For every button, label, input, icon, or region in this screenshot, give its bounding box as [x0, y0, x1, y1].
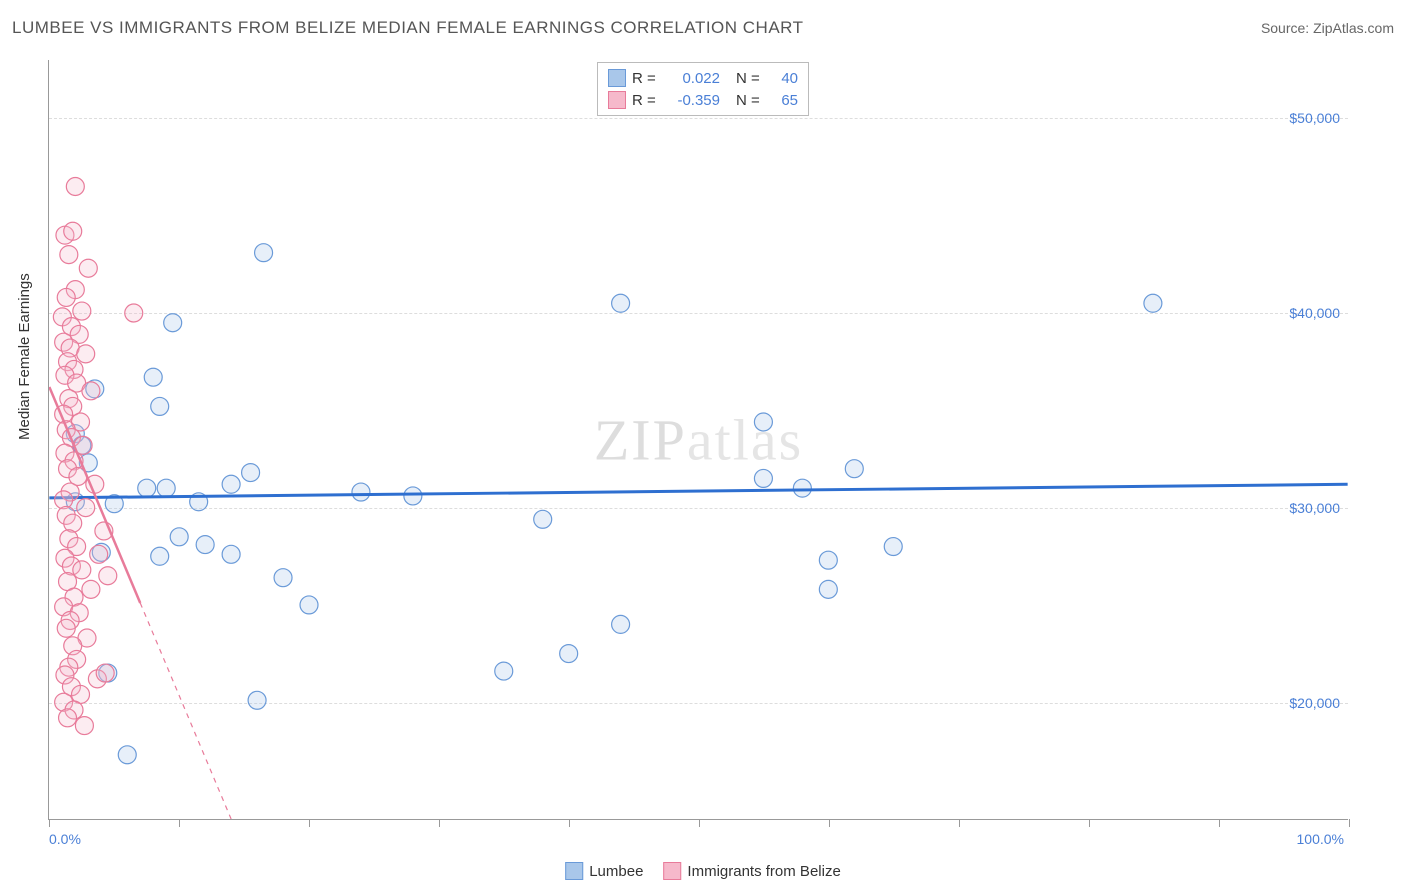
data-point [248, 691, 266, 709]
data-point [1144, 294, 1162, 312]
data-point [404, 487, 422, 505]
data-point [170, 528, 188, 546]
data-point [164, 314, 182, 332]
legend-n-value: 65 [768, 92, 798, 109]
plot-svg [49, 60, 1348, 819]
legend-stats: R = 0.022 N = 40 R = -0.359 N = 65 [597, 62, 809, 116]
data-point [118, 746, 136, 764]
legend-r-label: R = [632, 92, 658, 109]
data-point [125, 304, 143, 322]
data-point [222, 475, 240, 493]
legend-swatch [608, 91, 626, 109]
data-point [60, 246, 78, 264]
data-point [77, 345, 95, 363]
data-point [612, 294, 630, 312]
x-tick [569, 819, 570, 827]
data-point [144, 368, 162, 386]
data-point [75, 717, 93, 735]
data-point [66, 178, 84, 196]
data-point [300, 596, 318, 614]
legend-series-item: Lumbee [565, 862, 643, 880]
legend-swatch [608, 69, 626, 87]
x-tick [439, 819, 440, 827]
title-bar: LUMBEE VS IMMIGRANTS FROM BELIZE MEDIAN … [12, 18, 1394, 38]
chart-title: LUMBEE VS IMMIGRANTS FROM BELIZE MEDIAN … [12, 18, 804, 38]
data-point [55, 491, 73, 509]
x-tick [829, 819, 830, 827]
data-point [255, 244, 273, 262]
x-tick [959, 819, 960, 827]
x-tick [1089, 819, 1090, 827]
x-tick-label: 0.0% [49, 831, 81, 847]
legend-n-value: 40 [768, 70, 798, 87]
source-attribution: Source: ZipAtlas.com [1261, 20, 1394, 36]
data-point [495, 662, 513, 680]
data-point [90, 545, 108, 563]
data-point [819, 551, 837, 569]
legend-series: Lumbee Immigrants from Belize [565, 862, 841, 880]
x-tick [49, 819, 50, 827]
legend-swatch [565, 862, 583, 880]
data-point [612, 615, 630, 633]
data-point [222, 545, 240, 563]
data-point [352, 483, 370, 501]
legend-stats-row: R = -0.359 N = 65 [608, 89, 798, 111]
data-point [793, 479, 811, 497]
x-tick-label: 100.0% [1297, 831, 1344, 847]
regression-line-extrapolated [140, 603, 231, 819]
data-point [754, 413, 772, 431]
data-point [819, 580, 837, 598]
legend-stats-row: R = 0.022 N = 40 [608, 67, 798, 89]
x-tick [309, 819, 310, 827]
data-point [64, 222, 82, 240]
legend-series-item: Immigrants from Belize [663, 862, 840, 880]
data-point [884, 538, 902, 556]
data-point [274, 569, 292, 587]
data-point [82, 382, 100, 400]
data-point [754, 469, 772, 487]
data-point [196, 536, 214, 554]
legend-n-label: N = [736, 92, 762, 109]
data-point [73, 561, 91, 579]
data-point [560, 645, 578, 663]
legend-swatch [663, 862, 681, 880]
data-point [59, 709, 77, 727]
legend-n-label: N = [736, 70, 762, 87]
x-tick [179, 819, 180, 827]
x-tick [1349, 819, 1350, 827]
y-axis-title: Median Female Earnings [16, 273, 33, 440]
source-prefix: Source: [1261, 20, 1313, 36]
legend-series-label: Immigrants from Belize [687, 863, 840, 880]
legend-r-value: -0.359 [664, 92, 720, 109]
source-name: ZipAtlas.com [1313, 20, 1394, 36]
data-point [77, 499, 95, 517]
data-point [138, 479, 156, 497]
data-point [57, 288, 75, 306]
data-point [157, 479, 175, 497]
data-point [534, 510, 552, 528]
plot-area: ZIPatlas $20,000$30,000$40,000$50,0000.0… [48, 60, 1348, 820]
data-point [73, 302, 91, 320]
data-point [96, 664, 114, 682]
x-tick [1219, 819, 1220, 827]
legend-r-label: R = [632, 70, 658, 87]
legend-series-label: Lumbee [589, 863, 643, 880]
data-point [151, 397, 169, 415]
data-point [57, 619, 75, 637]
data-point [845, 460, 863, 478]
data-point [151, 547, 169, 565]
data-point [82, 580, 100, 598]
data-point [242, 464, 260, 482]
legend-r-value: 0.022 [664, 70, 720, 87]
data-point [99, 567, 117, 585]
data-point [79, 259, 97, 277]
regression-line [49, 484, 1347, 498]
x-tick [699, 819, 700, 827]
